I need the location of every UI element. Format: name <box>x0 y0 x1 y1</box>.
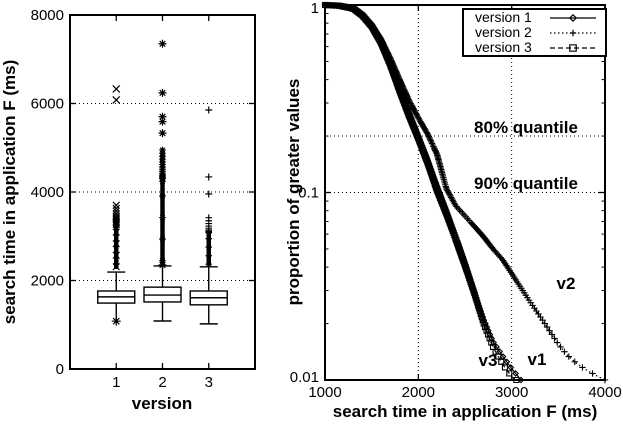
left-y-axis-title: search time in application F (ms) <box>0 59 19 325</box>
right-xtick-label: 4000 <box>588 384 621 401</box>
legend-marker <box>569 43 577 52</box>
legend: version 1 version 2 version 3 <box>462 8 607 57</box>
outlier-markers <box>111 84 121 326</box>
legend-label-version-1: version 1 <box>475 9 532 25</box>
left-xtick-label: 1 <box>112 374 120 391</box>
left-xtick-label: 3 <box>205 374 213 391</box>
right-y-axis-title: proportion of greater values <box>284 78 303 306</box>
curve-markers <box>321 1 520 384</box>
right-xtick-label: 2000 <box>402 384 435 401</box>
left-ytick-label: 6000 <box>31 95 64 112</box>
right-ytick-label: 0.1 <box>298 184 319 201</box>
legend-marker <box>568 13 578 22</box>
right-x-axis-title: search time in application F (ms) <box>332 402 598 421</box>
annotation-90-quantile: 90% quantile <box>474 174 578 193</box>
left-xtick-label: 2 <box>158 374 166 391</box>
legend-item-version-2: version 2 <box>464 25 605 40</box>
legend-sample-line-square-icon <box>550 43 596 52</box>
annotation-80-quantile: 80% quantile <box>474 118 578 137</box>
right-xtick-label: 3000 <box>495 384 528 401</box>
left-ytick-label: 4000 <box>31 184 64 201</box>
right-ytick-label: 0.01 <box>290 369 319 386</box>
series-v3 <box>321 1 520 384</box>
outlier-markers <box>205 106 213 268</box>
legend-sample-line-diamond-icon <box>550 13 596 22</box>
left-ytick-label: 0 <box>56 361 64 378</box>
left-ytick-label: 2000 <box>31 272 64 289</box>
legend-item-version-3: version 3 <box>464 40 605 55</box>
annotation-v1: v1 <box>527 350 547 369</box>
legend-sample-line-plus-icon <box>550 29 596 36</box>
legend-item-version-1: version 1 <box>464 10 605 25</box>
curve-line <box>324 4 606 381</box>
annotation-v2: v2 <box>556 274 576 293</box>
left-ytick-label: 8000 <box>31 7 64 24</box>
legend-label-version-2: version 2 <box>475 24 532 40</box>
box-version-1 <box>97 84 136 326</box>
right-xtick-label: 1000 <box>308 384 341 401</box>
right-ytick-label: 1 <box>311 0 319 17</box>
left-x-axis-title: version <box>131 394 193 413</box>
annotation-v3: v3 <box>478 351 498 370</box>
legend-label-version-3: version 3 <box>475 39 532 55</box>
box-version-2 <box>143 39 182 322</box>
box-version-3 <box>189 106 228 325</box>
outlier-markers <box>158 39 167 270</box>
legend-marker <box>569 29 577 36</box>
